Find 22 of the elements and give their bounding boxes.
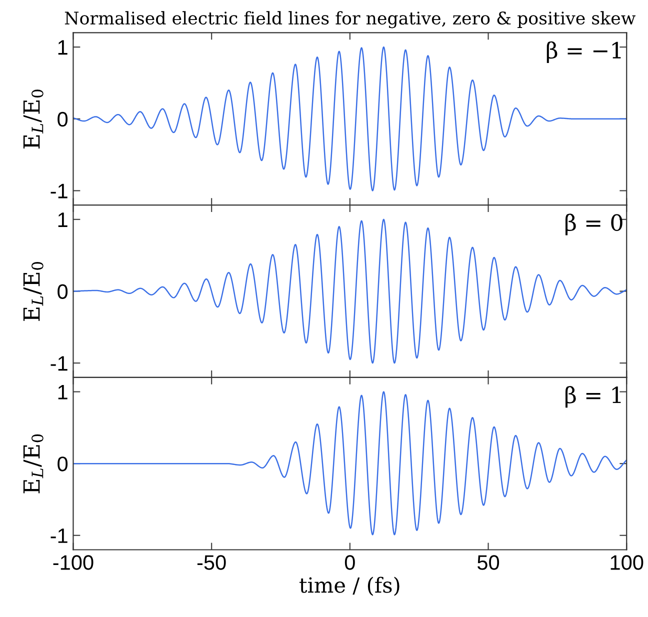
y-tick-label: 1 xyxy=(58,384,68,400)
y-axis-title: E$_{L}$/E$_{0}$ xyxy=(23,90,44,149)
chart-title: Normalised electric field lines for negative, zero & positive skew xyxy=(64,11,636,28)
annotation: β = −1 xyxy=(546,41,621,63)
annotation: β = 1 xyxy=(566,386,621,408)
x-tick-label: 100 xyxy=(610,555,644,570)
y-axis-title: E$_{L}$/E$_{0}$ xyxy=(23,434,44,494)
annotation: β = 0 xyxy=(566,214,622,236)
y-tick-label: 1 xyxy=(58,212,68,227)
x-tick-label: 0 xyxy=(344,555,355,570)
y-tick-label: 0 xyxy=(58,456,68,472)
y-tick-label: 0 xyxy=(58,284,68,299)
y-tick-label: -1 xyxy=(50,356,68,371)
x-tick-label: -50 xyxy=(197,555,226,570)
y-tick-label: 1 xyxy=(58,40,68,55)
x-tick-label: -100 xyxy=(53,555,94,570)
x-tick-label: 50 xyxy=(478,555,500,570)
y-tick-label: -1 xyxy=(50,184,68,198)
y-tick-label: 0 xyxy=(58,112,68,127)
y-tick-label: -1 xyxy=(50,528,68,543)
y-axis-title: E$_{L}$/E$_{0}$ xyxy=(23,262,44,321)
x-axis-title: time / (fs) xyxy=(300,576,400,596)
